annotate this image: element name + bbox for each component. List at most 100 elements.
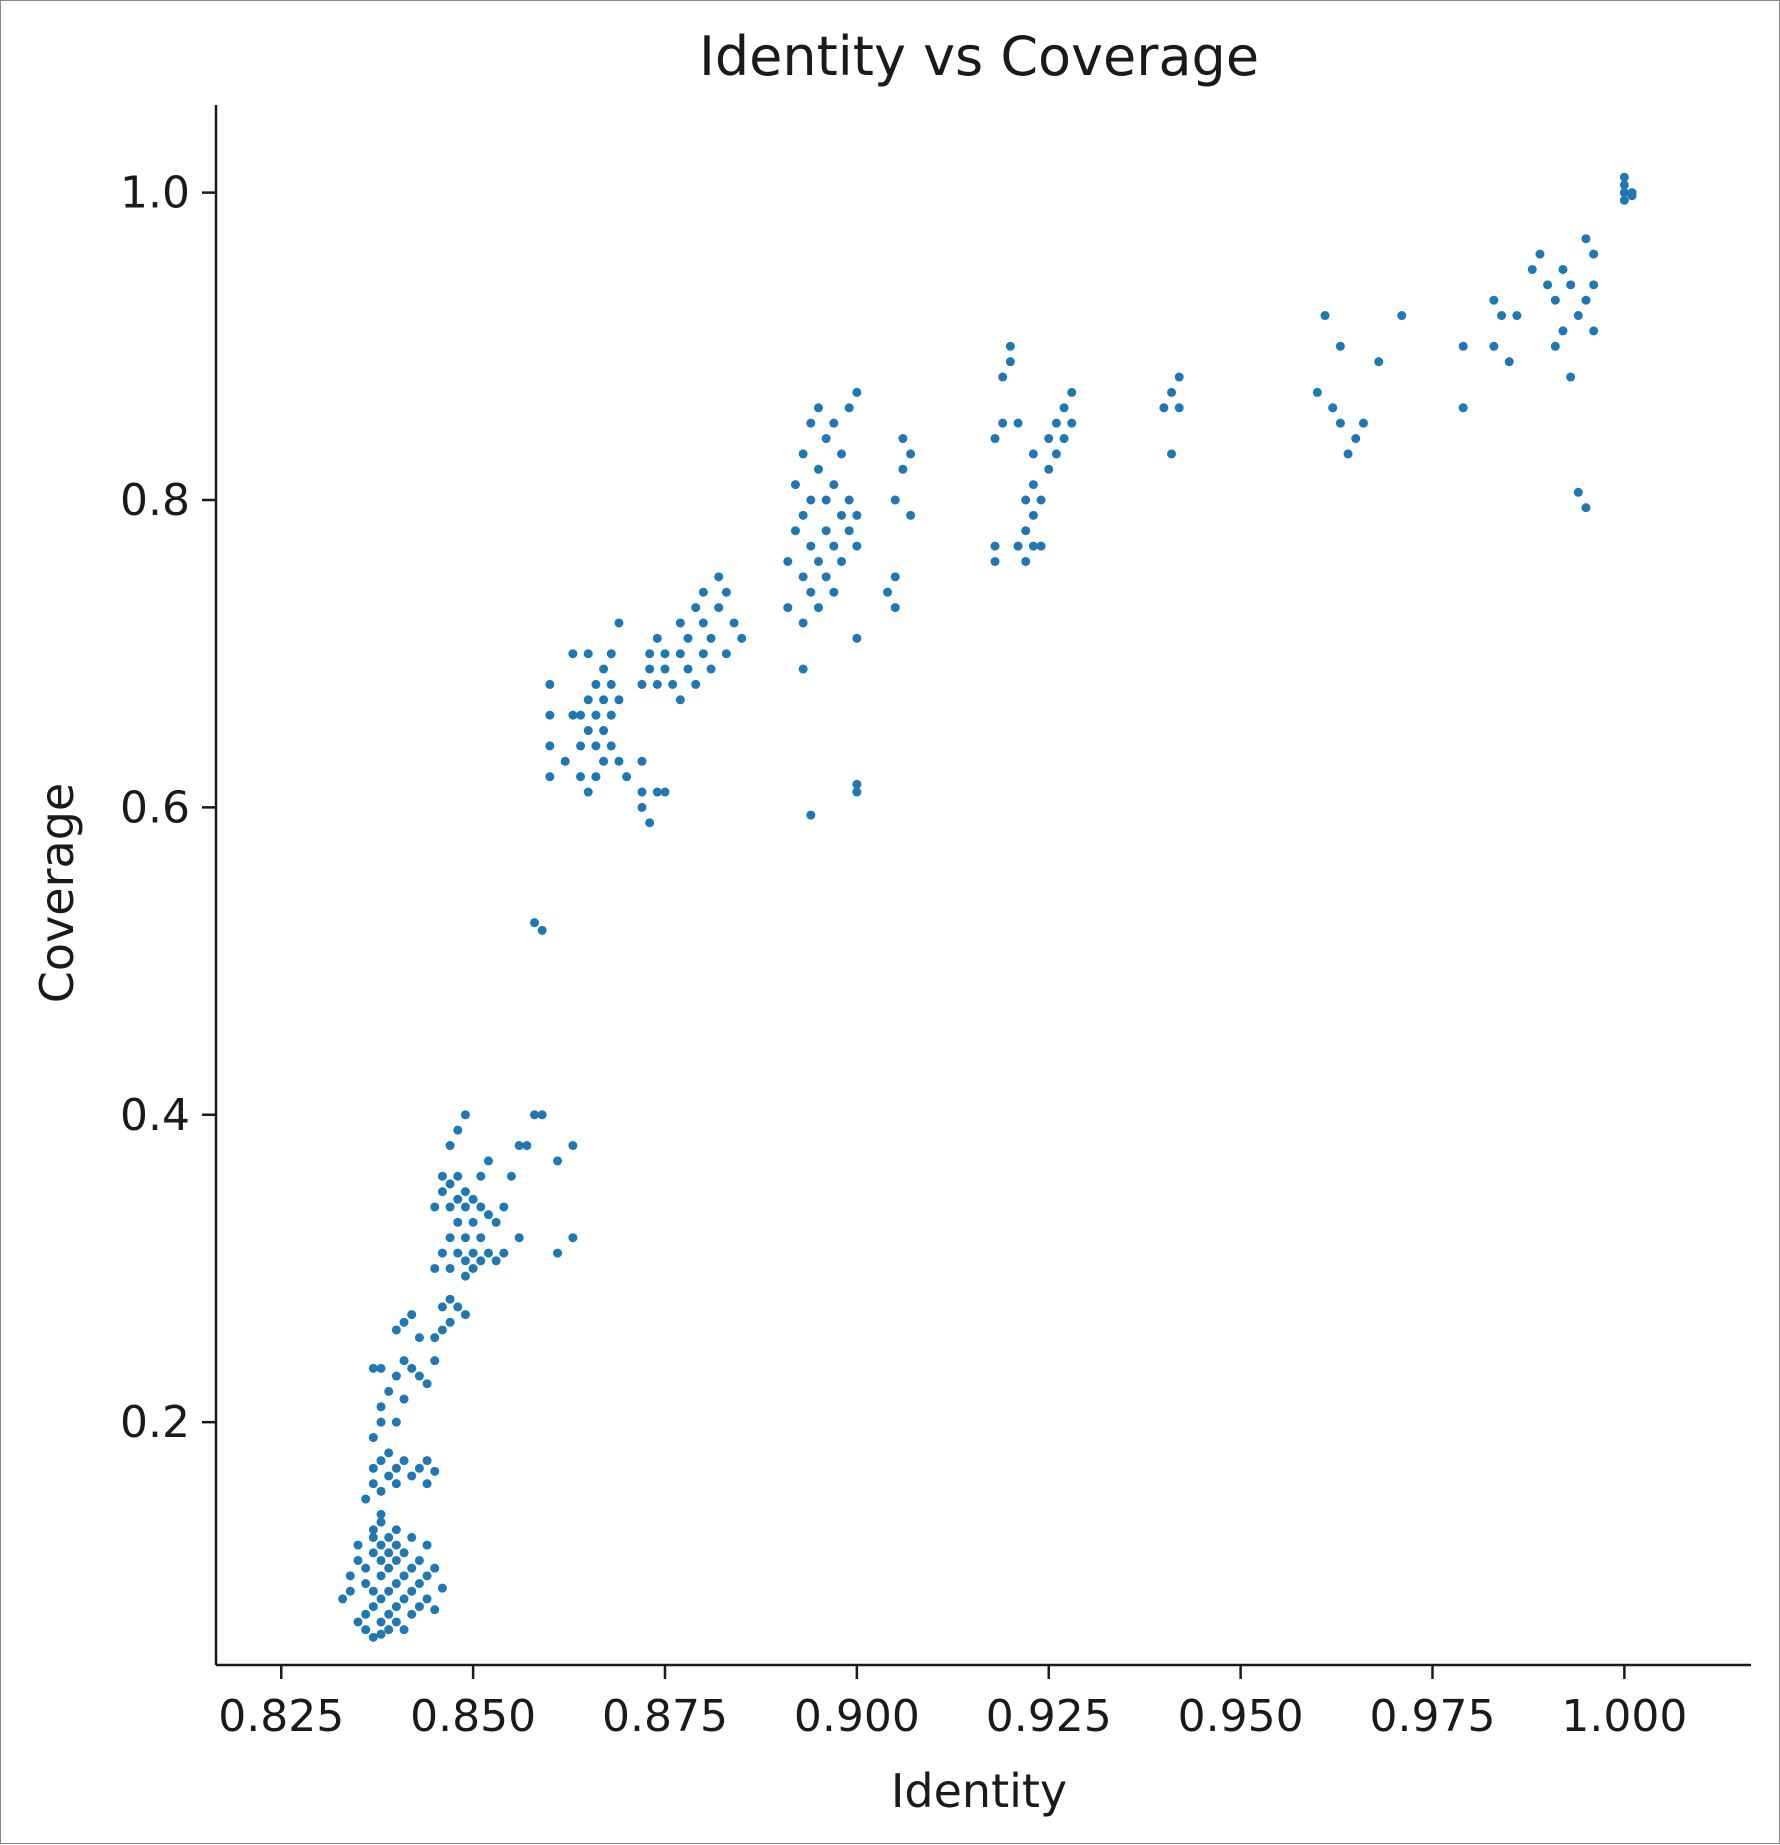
- data-point: [990, 556, 1000, 566]
- data-point: [852, 633, 862, 643]
- data-point: [407, 1363, 417, 1373]
- data-point: [1458, 403, 1468, 413]
- data-point: [468, 1263, 478, 1273]
- data-point: [499, 1248, 509, 1258]
- data-point: [430, 1333, 440, 1343]
- x-tick-label: 0.900: [794, 1691, 920, 1742]
- data-point: [691, 679, 701, 689]
- data-point: [368, 1586, 378, 1596]
- data-point: [790, 526, 800, 536]
- x-tick-label: 0.950: [1178, 1691, 1304, 1742]
- y-axis-ticks: 0.2 0.4 0.6 0.8 1.0: [120, 168, 216, 1448]
- data-point: [1527, 264, 1537, 274]
- data-point: [376, 1402, 386, 1412]
- data-point: [545, 679, 555, 689]
- data-point: [576, 741, 586, 751]
- data-point: [829, 587, 839, 597]
- data-point: [706, 664, 716, 674]
- data-point: [568, 1141, 578, 1151]
- data-point: [483, 1248, 493, 1258]
- data-point: [1021, 556, 1031, 566]
- data-point: [437, 1187, 447, 1197]
- data-point: [1067, 418, 1077, 428]
- data-point: [821, 526, 831, 536]
- data-point: [384, 1586, 394, 1596]
- data-point: [376, 1629, 386, 1639]
- y-tick-label: 0.4: [120, 1090, 190, 1141]
- data-point: [407, 1609, 417, 1619]
- data-point: [460, 1110, 470, 1120]
- data-point: [1343, 449, 1353, 459]
- data-point: [1497, 311, 1507, 321]
- data-point: [399, 1317, 409, 1327]
- chart-title: Identity vs Coverage: [699, 25, 1259, 88]
- data-point: [445, 1202, 455, 1212]
- data-point: [414, 1602, 424, 1612]
- data-point: [683, 664, 693, 674]
- data-point: [553, 1156, 563, 1166]
- data-point: [1543, 280, 1553, 290]
- data-point: [622, 772, 632, 782]
- data-point: [407, 1471, 417, 1481]
- data-point: [545, 710, 555, 720]
- data-point: [652, 679, 662, 689]
- data-point: [698, 649, 708, 659]
- data-point: [430, 1605, 440, 1615]
- data-point: [1335, 418, 1345, 428]
- data-point: [990, 434, 1000, 444]
- data-point: [898, 434, 908, 444]
- data-point: [1059, 403, 1069, 413]
- data-point: [1028, 541, 1038, 551]
- data-point: [368, 1525, 378, 1535]
- data-point: [376, 1363, 386, 1373]
- data-point: [491, 1256, 501, 1266]
- data-point: [599, 726, 609, 736]
- data-point: [783, 603, 793, 613]
- data-point: [844, 526, 854, 536]
- data-point: [506, 1171, 516, 1181]
- data-point: [798, 618, 808, 628]
- data-point: [437, 1171, 447, 1181]
- data-point: [1589, 280, 1599, 290]
- data-point: [737, 633, 747, 643]
- data-point: [353, 1555, 363, 1565]
- data-point: [606, 679, 616, 689]
- data-point: [568, 710, 578, 720]
- data-point: [430, 1202, 440, 1212]
- data-point: [1504, 357, 1514, 367]
- data-point: [414, 1463, 424, 1473]
- data-point: [1581, 503, 1591, 513]
- data-point: [852, 779, 862, 789]
- data-point: [1013, 418, 1023, 428]
- data-point: [837, 449, 847, 459]
- data-point: [1005, 357, 1015, 367]
- data-point: [698, 587, 708, 597]
- data-point: [890, 603, 900, 613]
- data-point: [1312, 387, 1322, 397]
- data-point: [806, 495, 816, 505]
- data-point: [1558, 326, 1568, 336]
- data-point: [445, 1141, 455, 1151]
- data-point: [376, 1417, 386, 1427]
- data-point: [1067, 387, 1077, 397]
- data-point: [414, 1555, 424, 1565]
- data-point: [368, 1479, 378, 1489]
- data-point: [353, 1540, 363, 1550]
- data-point: [591, 772, 601, 782]
- data-point: [1167, 387, 1177, 397]
- data-point: [821, 434, 831, 444]
- data-point: [813, 556, 823, 566]
- data-point: [1005, 341, 1015, 351]
- data-point: [1320, 311, 1330, 321]
- data-point: [1174, 372, 1184, 382]
- data-point: [1051, 418, 1061, 428]
- data-point: [361, 1609, 371, 1619]
- data-point: [468, 1248, 478, 1258]
- data-point: [453, 1217, 463, 1227]
- data-point: [790, 480, 800, 490]
- data-point: [376, 1540, 386, 1550]
- data-point: [852, 541, 862, 551]
- data-point: [1059, 434, 1069, 444]
